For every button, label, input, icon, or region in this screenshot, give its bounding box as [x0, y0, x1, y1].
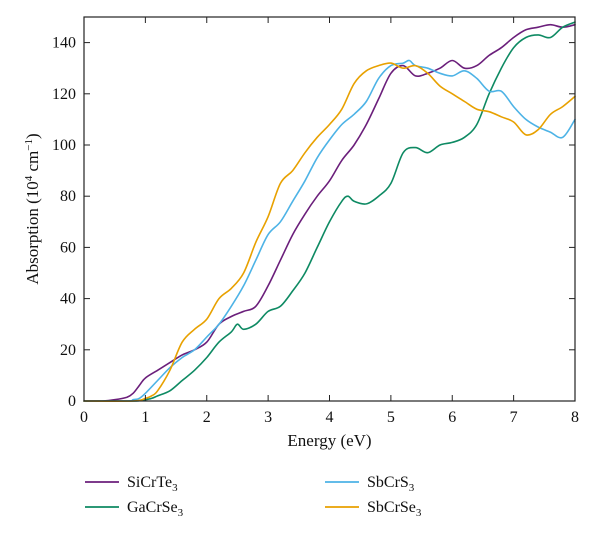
x-tick-label: 3 [264, 409, 272, 426]
series-line-gacrse3 [83, 21, 576, 402]
y-tick-label: 40 [60, 291, 76, 308]
x-tick-label: 7 [510, 409, 518, 426]
legend-label-gacrse3: GaCrSe3 [127, 499, 184, 519]
y-tick-label: 0 [68, 393, 76, 410]
y-tick-label: 100 [52, 137, 76, 154]
x-tick-label: 2 [203, 409, 211, 426]
x-tick-label: 8 [571, 409, 579, 426]
y-tick-label: 20 [60, 342, 76, 359]
series-line-sbcrs3 [83, 59, 576, 402]
legend-label-sicrte3: SiCrTe3 [127, 474, 178, 494]
series-line-sbcrse3 [83, 62, 576, 402]
x-tick-label: 4 [326, 409, 334, 426]
y-tick-label: 140 [52, 35, 76, 52]
x-tick-label: 0 [80, 409, 88, 426]
series-line-sicrte3 [83, 23, 576, 402]
x-axis-label: Energy (eV) [287, 431, 371, 450]
legend: SiCrTe3 GaCrSe3 SbCrS3 SbCrSe3 [85, 474, 422, 519]
y-axis-label: Absorption (104 cm−1) [23, 133, 42, 284]
y-tick-label: 60 [60, 239, 76, 256]
series-layer [83, 21, 576, 402]
legend-label-sbcrs3: SbCrS3 [367, 474, 415, 494]
y-tick-label: 120 [52, 86, 76, 103]
y-tick-label: 80 [60, 188, 76, 205]
x-tick-label: 5 [387, 409, 395, 426]
x-tick-label: 1 [141, 409, 149, 426]
legend-label-sbcrse3: SbCrSe3 [367, 499, 422, 519]
plot-frame [83, 16, 576, 402]
x-tick-label: 6 [448, 409, 456, 426]
